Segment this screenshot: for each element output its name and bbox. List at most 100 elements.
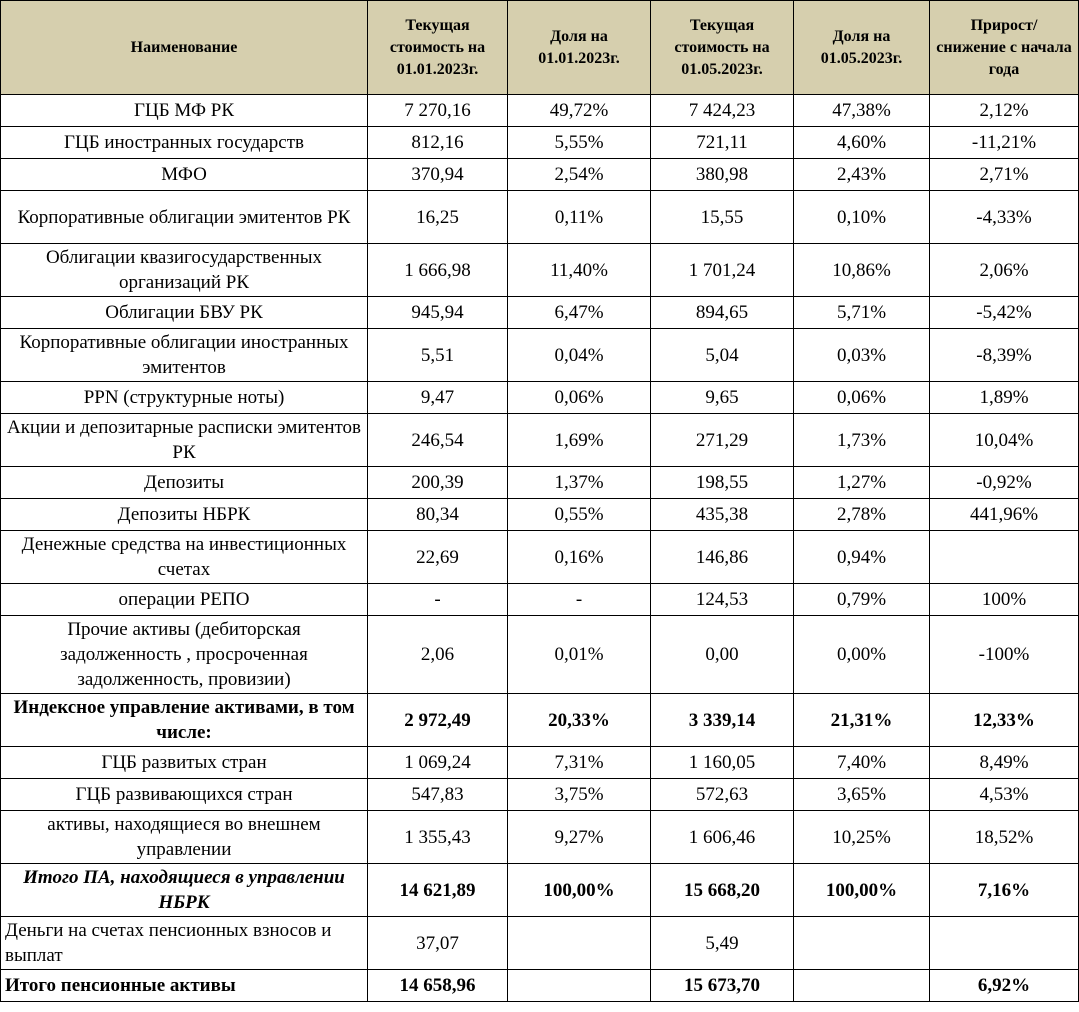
share-jan: 9,27% [507,810,651,864]
value-jan: 246,54 [367,413,508,467]
growth: 2,12% [929,94,1079,127]
header-name: Наименование [0,0,368,95]
share-may: 21,31% [793,693,930,747]
value-jan: 370,94 [367,158,508,191]
table-row: Депозиты 200,39 1,37% 198,55 1,27% -0,92… [0,466,1079,499]
row-name: операции РЕПО [0,583,368,616]
growth: 12,33% [929,693,1079,747]
header-share-may: Доля на 01.05.2023г. [793,0,930,95]
table-row: Прочие активы (дебиторская задолженность… [0,615,1079,694]
share-jan: 0,01% [507,615,651,694]
value-jan: 14 658,96 [367,969,508,1002]
share-may [793,916,930,970]
value-may: 7 424,23 [650,94,794,127]
growth [929,530,1079,584]
row-name: Акции и депозитарные расписки эмитентов … [0,413,368,467]
header-value-jan: Текущая стоимость на 01.01.2023г. [367,0,508,95]
value-may: 3 339,14 [650,693,794,747]
share-jan: 1,37% [507,466,651,499]
share-jan: 3,75% [507,778,651,811]
row-name: Облигации БВУ РК [0,296,368,329]
row-name: Итого пенсионные активы [0,969,368,1002]
share-jan: 49,72% [507,94,651,127]
table-header-row: Наименование Текущая стоимость на 01.01.… [0,0,1079,95]
table-row: ГЦБ МФ РК 7 270,16 49,72% 7 424,23 47,38… [0,94,1079,127]
growth: 6,92% [929,969,1079,1002]
share-may: 100,00% [793,863,930,917]
share-jan: 11,40% [507,243,651,297]
table-row: ГЦБ развитых стран 1 069,24 7,31% 1 160,… [0,746,1079,779]
value-jan: 22,69 [367,530,508,584]
share-may [793,969,930,1002]
share-may: 47,38% [793,94,930,127]
row-name: Корпоративные облигации эмитентов РК [0,190,368,244]
share-jan [507,916,651,970]
share-jan: 1,69% [507,413,651,467]
header-value-may: Текущая стоимость на 01.05.2023г. [650,0,794,95]
share-may: 2,78% [793,498,930,531]
row-name: ГЦБ МФ РК [0,94,368,127]
table-row: Облигации БВУ РК 945,94 6,47% 894,65 5,7… [0,296,1079,329]
value-may: 146,86 [650,530,794,584]
growth: 18,52% [929,810,1079,864]
row-name: Денежные средства на инвестиционных счет… [0,530,368,584]
value-may: 15,55 [650,190,794,244]
row-name: Корпоративные облигации иностранных эмит… [0,328,368,382]
table-row-grand-total: Итого пенсионные активы 14 658,96 15 673… [0,969,1079,1002]
value-jan: 1 666,98 [367,243,508,297]
value-jan: 2,06 [367,615,508,694]
table-row: Акции и депозитарные расписки эмитентов … [0,413,1079,467]
value-jan: 9,47 [367,381,508,414]
share-jan: 20,33% [507,693,651,747]
row-name: активы, находящиеся во внешнем управлени… [0,810,368,864]
share-may: 5,71% [793,296,930,329]
growth: 2,06% [929,243,1079,297]
value-jan: 200,39 [367,466,508,499]
share-jan: 0,04% [507,328,651,382]
share-jan: - [507,583,651,616]
share-may: 0,10% [793,190,930,244]
row-name: МФО [0,158,368,191]
share-may: 2,43% [793,158,930,191]
growth: 441,96% [929,498,1079,531]
value-jan: 14 621,89 [367,863,508,917]
header-growth: Прирост/ снижение с начала года [929,0,1079,95]
row-name: PPN (структурные ноты) [0,381,368,414]
table-row-total-nbrk: Итого ПА, находящиеся в управлении НБРК … [0,863,1079,917]
table-row: ГЦБ развивающихся стран 547,83 3,75% 572… [0,778,1079,811]
value-may: 1 160,05 [650,746,794,779]
growth [929,916,1079,970]
share-jan: 2,54% [507,158,651,191]
share-may: 10,86% [793,243,930,297]
value-may: 1 701,24 [650,243,794,297]
value-may: 380,98 [650,158,794,191]
growth: 100% [929,583,1079,616]
table-row: Корпоративные облигации эмитентов РК 16,… [0,190,1079,244]
growth: 1,89% [929,381,1079,414]
value-jan: 7 270,16 [367,94,508,127]
value-may: 894,65 [650,296,794,329]
growth: -0,92% [929,466,1079,499]
row-name: ГЦБ развитых стран [0,746,368,779]
table-row: Деньги на счетах пенсионных взносов и вы… [0,916,1079,970]
row-name: ГЦБ иностранных государств [0,126,368,159]
table-row: МФО 370,94 2,54% 380,98 2,43% 2,71% [0,158,1079,191]
value-jan: 945,94 [367,296,508,329]
share-jan: 0,55% [507,498,651,531]
value-jan: 16,25 [367,190,508,244]
table-row: операции РЕПО - - 124,53 0,79% 100% [0,583,1079,616]
value-may: 5,04 [650,328,794,382]
row-name: Депозиты [0,466,368,499]
table-row: PPN (структурные ноты) 9,47 0,06% 9,65 0… [0,381,1079,414]
share-may: 1,73% [793,413,930,467]
growth: 8,49% [929,746,1079,779]
value-may: 124,53 [650,583,794,616]
value-may: 435,38 [650,498,794,531]
value-may: 15 668,20 [650,863,794,917]
value-jan: 1 069,24 [367,746,508,779]
value-may: 5,49 [650,916,794,970]
table-row: Облигации квазигосударственных организац… [0,243,1079,297]
share-jan: 0,16% [507,530,651,584]
growth: 10,04% [929,413,1079,467]
share-may: 0,79% [793,583,930,616]
